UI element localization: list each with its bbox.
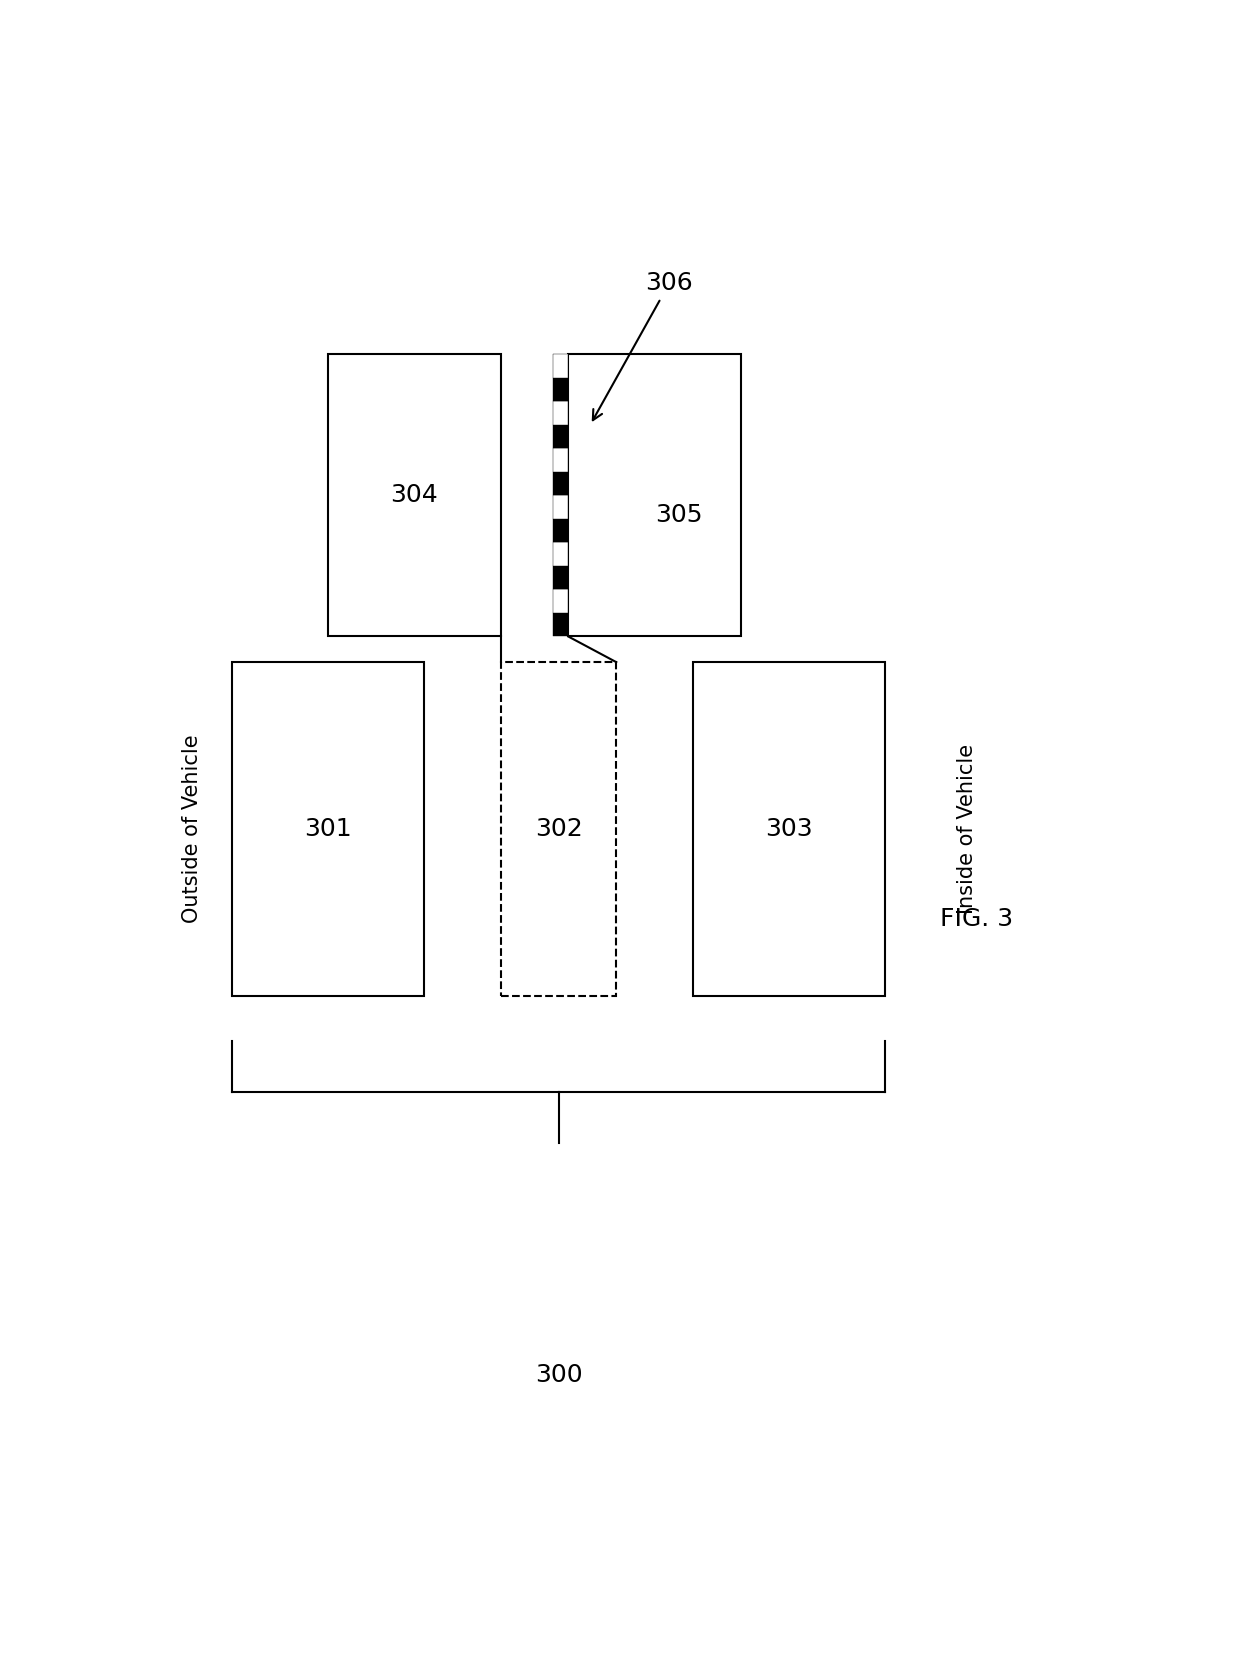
Text: Outside of Vehicle: Outside of Vehicle <box>181 735 202 924</box>
Bar <box>553 472 568 495</box>
Text: 302: 302 <box>534 817 583 840</box>
Bar <box>553 590 568 613</box>
Bar <box>553 425 568 448</box>
Bar <box>501 662 616 995</box>
Text: 306: 306 <box>593 272 693 420</box>
Text: 301: 301 <box>304 817 352 840</box>
Text: Inside of Vehicle: Inside of Vehicle <box>957 743 977 914</box>
Bar <box>553 353 568 378</box>
Bar <box>327 353 501 637</box>
Bar <box>553 613 568 637</box>
Bar <box>553 448 568 472</box>
Text: 300: 300 <box>534 1362 583 1387</box>
Text: 305: 305 <box>655 502 703 527</box>
Bar <box>553 565 568 590</box>
Bar <box>568 353 742 637</box>
Bar <box>553 518 568 542</box>
Text: FIG. 3: FIG. 3 <box>940 907 1013 930</box>
Bar <box>553 542 568 565</box>
Bar <box>693 662 885 995</box>
Bar <box>553 402 568 425</box>
Text: 303: 303 <box>765 817 813 840</box>
Bar <box>232 662 424 995</box>
Bar <box>553 378 568 402</box>
Text: 304: 304 <box>391 483 439 507</box>
Bar <box>553 495 568 518</box>
